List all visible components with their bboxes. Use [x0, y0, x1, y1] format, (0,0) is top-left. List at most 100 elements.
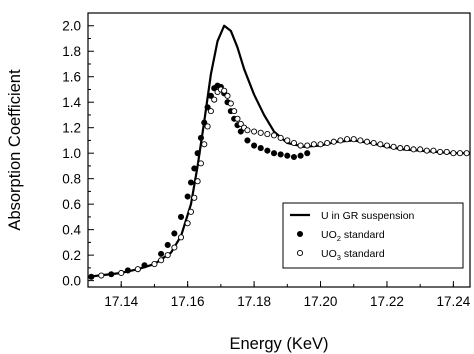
open-point [257, 129, 264, 136]
open-point [284, 137, 291, 144]
filled-point [177, 213, 185, 220]
legend-label: UO2 standard [321, 229, 385, 243]
filled-point [207, 92, 214, 99]
filled-point [237, 128, 244, 135]
open-point [423, 147, 430, 154]
y-tick-label: 0.0 [62, 274, 81, 289]
filled-point [88, 273, 95, 280]
x-tick-label: 17.22 [370, 294, 404, 309]
open-point [317, 141, 324, 148]
open-point [383, 142, 391, 149]
series-3 [98, 86, 470, 279]
open-point [197, 160, 204, 167]
open-point [191, 194, 198, 201]
open-point [450, 150, 457, 157]
open-point [118, 269, 125, 277]
open-point [164, 252, 171, 259]
open-point [221, 87, 228, 94]
filled-point [270, 150, 278, 157]
filled-point [184, 193, 191, 200]
filled-point [257, 145, 264, 152]
y-tick-label: 1.8 [62, 44, 81, 59]
open-point [397, 145, 404, 152]
open-point [350, 136, 357, 143]
legend-label: UO3 standard [321, 248, 385, 262]
series-layer [87, 24, 470, 280]
open-point [297, 142, 304, 149]
filled-point [201, 119, 208, 126]
y-tick-label: 0.2 [62, 248, 81, 263]
legend-box [282, 202, 464, 269]
filled-point [164, 241, 171, 248]
open-point [417, 146, 424, 153]
open-point [184, 220, 191, 227]
filled-point [290, 153, 298, 161]
open-point [237, 120, 244, 127]
open-point [290, 139, 298, 147]
x-tick-label: 17.14 [104, 294, 138, 309]
filled-point [204, 104, 211, 111]
y-tick-label: 2.0 [62, 19, 81, 34]
x-tick-label: 17.24 [436, 294, 470, 309]
filled-point [171, 230, 178, 237]
open-point [264, 131, 271, 138]
legend-label-subscript: 2 [337, 234, 341, 243]
y-tick-label: 0.8 [62, 172, 81, 187]
legend-marker-swatch [296, 230, 304, 238]
filled-point [284, 152, 291, 159]
open-point [456, 150, 464, 157]
open-point [204, 123, 211, 130]
plot-frame [87, 12, 471, 288]
filled-point [251, 142, 258, 149]
x-tick-label: 17.18 [237, 294, 271, 309]
open-point [134, 266, 141, 273]
open-point [324, 139, 331, 147]
filled-point [158, 250, 165, 257]
open-point [231, 108, 238, 115]
open-point [177, 234, 185, 241]
legend-label-main: UO [321, 229, 337, 241]
legend-label: U in GR suspension [321, 210, 415, 222]
y-tick-label: 1.2 [62, 121, 81, 136]
filled-point [297, 152, 304, 159]
open-point [187, 208, 195, 215]
open-point [337, 137, 344, 144]
open-point [410, 146, 417, 153]
open-point [171, 244, 178, 251]
filled-point [191, 165, 198, 172]
open-point [270, 132, 278, 139]
open-point [251, 128, 258, 135]
filled-point [124, 267, 131, 274]
y-tick-label: 0.4 [62, 223, 81, 238]
open-point [357, 137, 364, 144]
filled-point [244, 137, 251, 144]
filled-point [264, 147, 271, 154]
open-point [98, 272, 105, 279]
legend-label-suffix: standard [341, 229, 385, 241]
open-point [437, 148, 444, 155]
open-point [194, 178, 201, 185]
legend-label-main: UO [321, 248, 337, 260]
y-tick-label: 0.6 [62, 197, 81, 212]
open-point [201, 141, 208, 148]
open-point [158, 257, 165, 264]
plot-area: 0.00.20.40.60.81.01.21.41.61.82.0 17.14 1… [62, 12, 471, 309]
open-point [430, 147, 437, 154]
filled-point [197, 134, 204, 141]
x-axis-title: Energy (KeV) [229, 335, 328, 353]
x-tick-label: 17.20 [304, 294, 338, 309]
open-point [363, 138, 371, 145]
legend-label-subscript: 3 [337, 253, 341, 262]
y-tick-label: 1.0 [62, 146, 81, 161]
filled-point [108, 271, 115, 278]
filled-point [141, 262, 148, 269]
filled-point [187, 179, 195, 186]
open-point [370, 139, 377, 147]
open-point [224, 92, 231, 99]
open-point [463, 150, 470, 157]
open-point [227, 100, 234, 107]
filled-point [277, 151, 284, 158]
legend-label-main: U in GR suspension [321, 210, 415, 222]
open-point [304, 142, 311, 149]
